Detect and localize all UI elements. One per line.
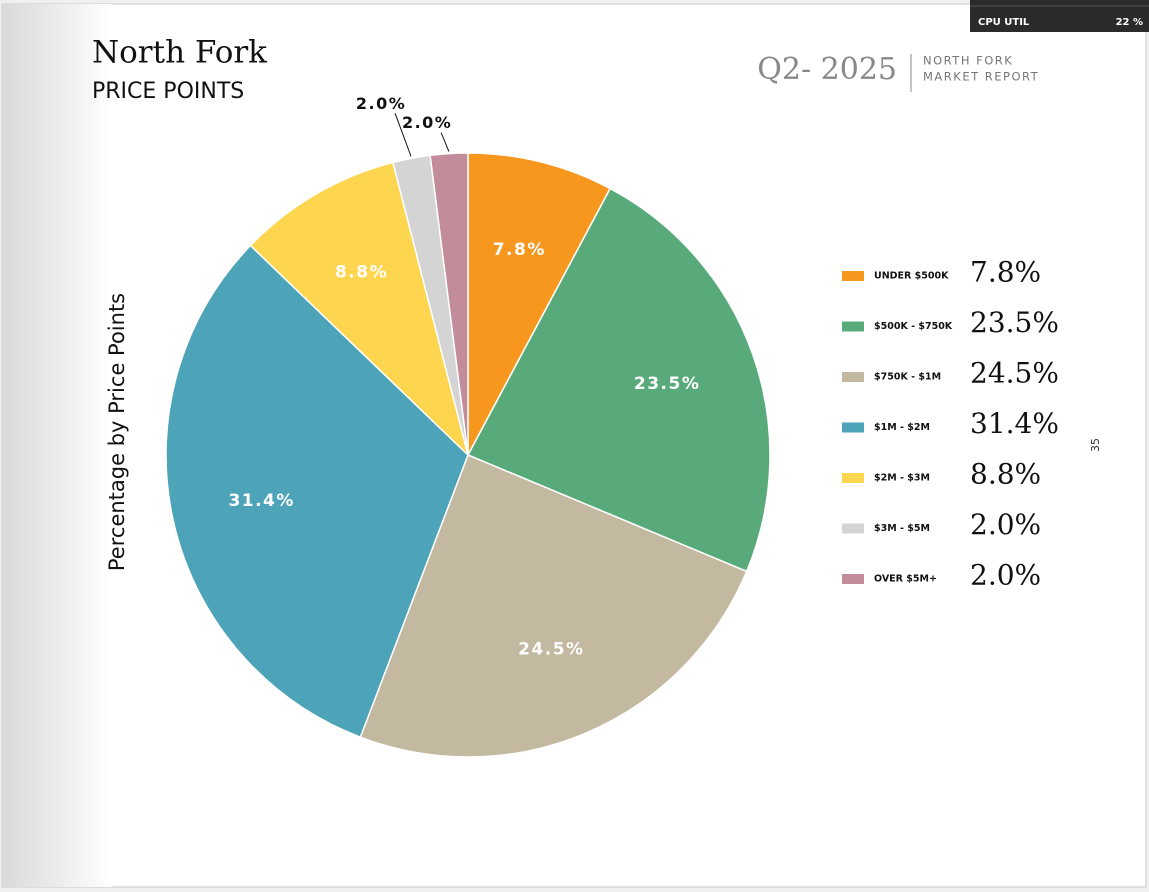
data-label: 2.0% bbox=[402, 113, 452, 132]
report-name: MARKET REPORT bbox=[923, 70, 1039, 84]
legend-label: $1M - $2M bbox=[874, 422, 930, 433]
legend-swatch bbox=[842, 523, 864, 534]
legend-value: 24.5% bbox=[970, 357, 1059, 390]
legend: UNDER $500K 7.8% $500K - $750K 23.5% $750K -… bbox=[842, 256, 1059, 592]
legend-swatch bbox=[842, 473, 864, 483]
pie-slice bbox=[466, 187, 771, 573]
chart-title: North Fork bbox=[92, 35, 267, 71]
pie-slice bbox=[165, 244, 469, 739]
legend-label: $2M - $3M bbox=[874, 473, 930, 484]
legend-label: $500K - $750K bbox=[874, 321, 953, 332]
report-name: NORTH FORK bbox=[923, 54, 1013, 68]
legend-swatch bbox=[842, 321, 864, 332]
legend-label: UNDER $500K bbox=[874, 271, 949, 282]
legend-swatch bbox=[842, 574, 864, 584]
data-label: 31.4% bbox=[228, 491, 294, 511]
legend-value: 7.8% bbox=[970, 256, 1041, 289]
overlay-panel bbox=[970, 0, 1149, 32]
legend-swatch bbox=[842, 372, 864, 382]
pie-slice bbox=[467, 152, 612, 456]
sheet-shadow bbox=[2, 4, 112, 887]
page-number: 35 bbox=[1089, 438, 1102, 452]
leader-line bbox=[394, 113, 412, 157]
leader-line bbox=[440, 132, 450, 152]
legend-value: 2.0% bbox=[970, 508, 1041, 541]
legend-value: 31.4% bbox=[970, 407, 1059, 440]
pie-slice bbox=[429, 152, 469, 456]
legend-label: $3M - $5M bbox=[874, 523, 930, 534]
legend-swatch bbox=[842, 271, 864, 281]
pie-slice bbox=[359, 454, 748, 758]
chart-subtitle: PRICE POINTS bbox=[92, 79, 244, 104]
legend-value: 2.0% bbox=[970, 559, 1041, 592]
legend-label: OVER $5M+ bbox=[874, 574, 937, 585]
y-axis-label: Percentage by Price Points bbox=[105, 293, 129, 571]
pie-slice bbox=[249, 161, 470, 458]
legend-label: $750K - $1M bbox=[874, 372, 941, 383]
overlay-label: CPU UTIL bbox=[978, 17, 1030, 28]
legend-value: 23.5% bbox=[970, 306, 1059, 339]
legend-value: 8.8% bbox=[970, 458, 1041, 491]
data-label: 23.5% bbox=[634, 374, 700, 394]
overlay-value: 22 % bbox=[1116, 17, 1143, 28]
report-period: Q2- 2025 bbox=[757, 52, 897, 87]
data-label: 24.5% bbox=[518, 639, 584, 659]
data-label: 2.0% bbox=[356, 94, 406, 113]
data-label: 8.8% bbox=[335, 262, 388, 282]
legend-swatch bbox=[842, 422, 864, 433]
data-label: 7.8% bbox=[493, 240, 546, 260]
pie: 7.8% 23.5% 24.5% 31.4% 8.8% 2.0%2.0% bbox=[165, 94, 771, 758]
